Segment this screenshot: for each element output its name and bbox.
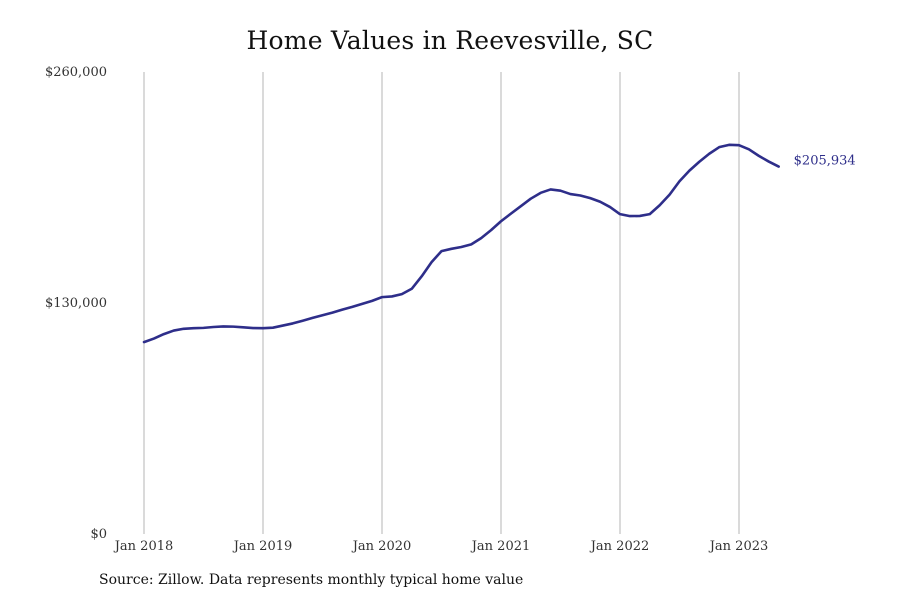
axis-labels: Jan 2018 Jan 2019 Jan 2020 Jan 2021 Jan 2022…: [45, 65, 768, 554]
y-tick-label: $0: [90, 527, 107, 542]
x-tick-label: Jan 2021: [470, 539, 531, 554]
x-tick-label: Jan 2019: [232, 539, 293, 554]
chart-title: Home Values in Reevesville, SC: [246, 26, 654, 55]
y-tick-label: $130,000: [45, 296, 107, 311]
gridlines: [143, 72, 740, 534]
end-value-label: $205,934: [794, 154, 856, 169]
x-tick-label: Jan 2022: [589, 539, 650, 554]
x-tick-label: Jan 2023: [708, 539, 769, 554]
x-tick-label: Jan 2020: [351, 539, 412, 554]
x-tick-label: Jan 2018: [113, 539, 174, 554]
source-note: Source: Zillow. Data represents monthly …: [99, 572, 524, 588]
y-tick-label: $260,000: [45, 65, 107, 80]
data-labels: $205,934: [794, 154, 856, 169]
series-layer: [142, 143, 780, 344]
series-line: [142, 143, 780, 344]
